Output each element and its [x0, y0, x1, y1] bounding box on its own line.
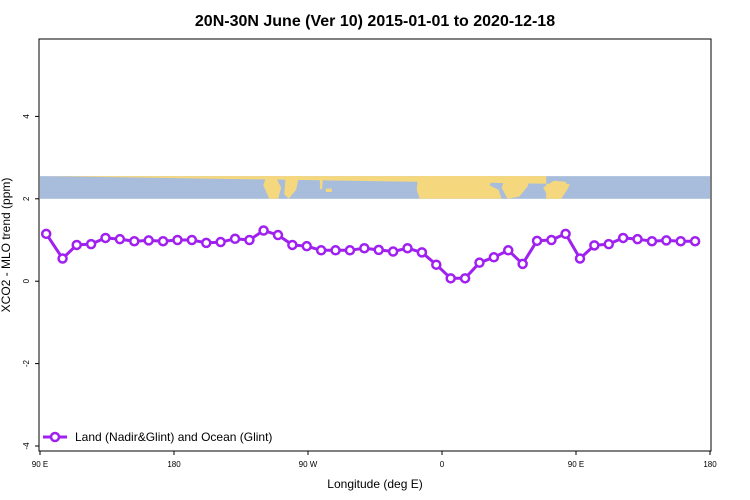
data-point: [85, 238, 97, 250]
series-layer: [40, 225, 701, 284]
data-point: [215, 236, 226, 248]
data-point: [359, 242, 370, 254]
data-point: [57, 253, 68, 264]
x-tick-label: 180: [703, 460, 717, 469]
map-land-shape: [284, 176, 300, 199]
data-point: [344, 245, 356, 256]
y-tick-label: 0: [22, 278, 31, 283]
map-land-shape: [501, 176, 529, 199]
data-point: [201, 237, 212, 249]
data-point: [603, 238, 615, 250]
y-tick-label: 2: [22, 196, 31, 201]
data-point: [574, 253, 586, 264]
data-point: [675, 235, 686, 247]
y-axis: -4 -2 0 2 4: [22, 114, 39, 450]
data-point: [287, 239, 298, 251]
data-point: [143, 235, 154, 246]
x-tick-label: 180: [167, 460, 181, 469]
data-point: [100, 232, 111, 244]
x-tick-label: 90 E: [32, 460, 48, 469]
data-point: [474, 257, 485, 268]
data-point: [646, 235, 658, 247]
data-point: [589, 240, 600, 251]
data-point: [416, 247, 428, 258]
data-point: [186, 234, 198, 246]
legend-label: Land (Nadir&Glint) and Ocean (Glint): [75, 430, 272, 444]
x-axis: 90 E 180 90 W 0 90 E 180: [32, 451, 717, 469]
y-axis-label: XCO2 - MLO trend (ppm): [0, 178, 13, 313]
data-point: [258, 225, 269, 236]
data-point: [330, 245, 341, 256]
data-point: [459, 273, 471, 284]
legend-swatch-marker: [49, 431, 61, 443]
data-point: [617, 232, 629, 244]
data-point: [229, 233, 241, 245]
data-point: [517, 258, 528, 270]
y-tick-label: 4: [22, 114, 31, 119]
y-tick-label: -2: [22, 359, 31, 367]
data-point: [488, 252, 500, 263]
map-land-shape: [543, 180, 569, 199]
data-point: [661, 235, 672, 246]
data-point: [546, 234, 557, 246]
world-map-band: [40, 176, 710, 199]
map-land-shape: [263, 176, 282, 199]
x-tick-label: 90 W: [299, 460, 318, 469]
y-tick-label: -4: [22, 442, 31, 450]
x-tick-label: 0: [440, 460, 445, 469]
chart-title: 20N-30N June (Ver 10) 2015-01-01 to 2020…: [195, 13, 555, 30]
data-point: [560, 228, 571, 240]
data-point: [315, 245, 327, 256]
plot-frame: [38, 38, 712, 452]
map-land: [43, 176, 570, 199]
data-point: [445, 273, 456, 284]
map-land-shape: [319, 178, 323, 190]
data-point: [503, 245, 514, 256]
map-land-shape: [325, 188, 332, 192]
data-point: [114, 233, 126, 245]
data-point: [40, 228, 52, 240]
data-point: [301, 240, 313, 252]
data-point: [157, 235, 169, 247]
data-point: [129, 235, 140, 247]
data-point: [632, 233, 643, 245]
map-land-shape: [416, 176, 502, 199]
data-point: [531, 235, 543, 247]
data-point: [272, 229, 284, 241]
legend: Land (Nadir&Glint) and Ocean (Glint): [43, 430, 272, 444]
data-point: [387, 246, 399, 257]
series-line: [44, 229, 696, 280]
data-point: [431, 259, 442, 270]
data-point: [402, 242, 413, 254]
data-point: [71, 239, 82, 251]
data-point: [689, 235, 701, 247]
x-tick-label: 90 E: [568, 460, 584, 469]
data-point: [244, 234, 255, 246]
data-point: [373, 244, 384, 256]
data-point: [172, 234, 183, 246]
x-axis-label: Longitude (deg E): [327, 477, 422, 491]
